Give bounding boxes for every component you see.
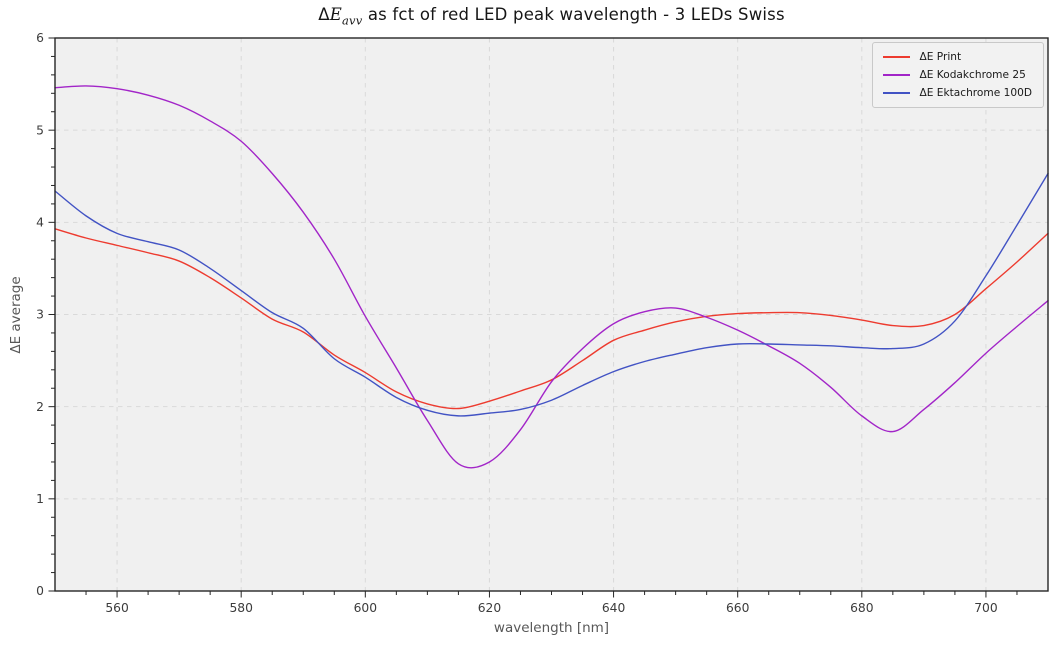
series-line-e-kodakchrome-25 <box>54 85 1049 469</box>
y-axis-label: ΔE average <box>8 276 24 354</box>
legend-label-kodakchrome: ΔE Kodakchrome 25 <box>919 69 1026 81</box>
legend: ΔE Print ΔE Kodakchrome 25 ΔE Ektachrome… <box>872 42 1044 108</box>
x-tick-label: 580 <box>229 601 252 615</box>
title-rest: as fct of red LED peak wavelength - 3 LE… <box>362 5 785 24</box>
x-tick-label: 660 <box>726 601 749 615</box>
x-tick-label: 560 <box>105 601 128 615</box>
y-tick-label: 3 <box>36 308 44 322</box>
chart-title: ΔEavv as fct of red LED peak wavelength … <box>55 5 1048 27</box>
x-tick-label: 600 <box>354 601 377 615</box>
y-tick-label: 2 <box>36 400 44 414</box>
legend-label-ektachrome: ΔE Ektachrome 100D <box>919 87 1032 99</box>
axis-tick-labels: 560 580 600 620 640 660 680 700 0 1 2 3 4 5 6 <box>36 31 998 615</box>
title-symbol: E <box>329 5 342 24</box>
y-tick-label: 1 <box>36 492 44 506</box>
y-tick-label: 5 <box>36 123 44 137</box>
x-tick-label: 620 <box>478 601 501 615</box>
legend-item-ektachrome: ΔE Ektachrome 100D <box>883 87 1032 99</box>
x-tick-label: 640 <box>602 601 625 615</box>
title-subscript: avv <box>341 13 363 28</box>
y-tick-label: 6 <box>36 31 44 45</box>
series-line-e-ektachrome-100d <box>54 172 1049 417</box>
legend-item-print: ΔE Print <box>883 51 1032 63</box>
legend-line-swatch-kodakchrome <box>883 74 911 76</box>
series-line-e-print <box>54 228 1049 410</box>
axis-ticks <box>48 37 1018 598</box>
y-tick-label: 0 <box>36 584 44 598</box>
x-tick-label: 680 <box>850 601 873 615</box>
legend-line-swatch-print <box>883 56 911 58</box>
legend-item-kodakchrome: ΔE Kodakchrome 25 <box>883 69 1032 81</box>
title-delta: Δ <box>318 5 330 24</box>
gridlines <box>55 38 1048 591</box>
x-axis-label: wavelength [nm] <box>493 620 610 636</box>
x-tick-label: 700 <box>974 601 997 615</box>
legend-line-swatch-ektachrome <box>883 92 911 94</box>
legend-label-print: ΔE Print <box>919 51 962 63</box>
y-tick-label: 4 <box>36 216 44 230</box>
